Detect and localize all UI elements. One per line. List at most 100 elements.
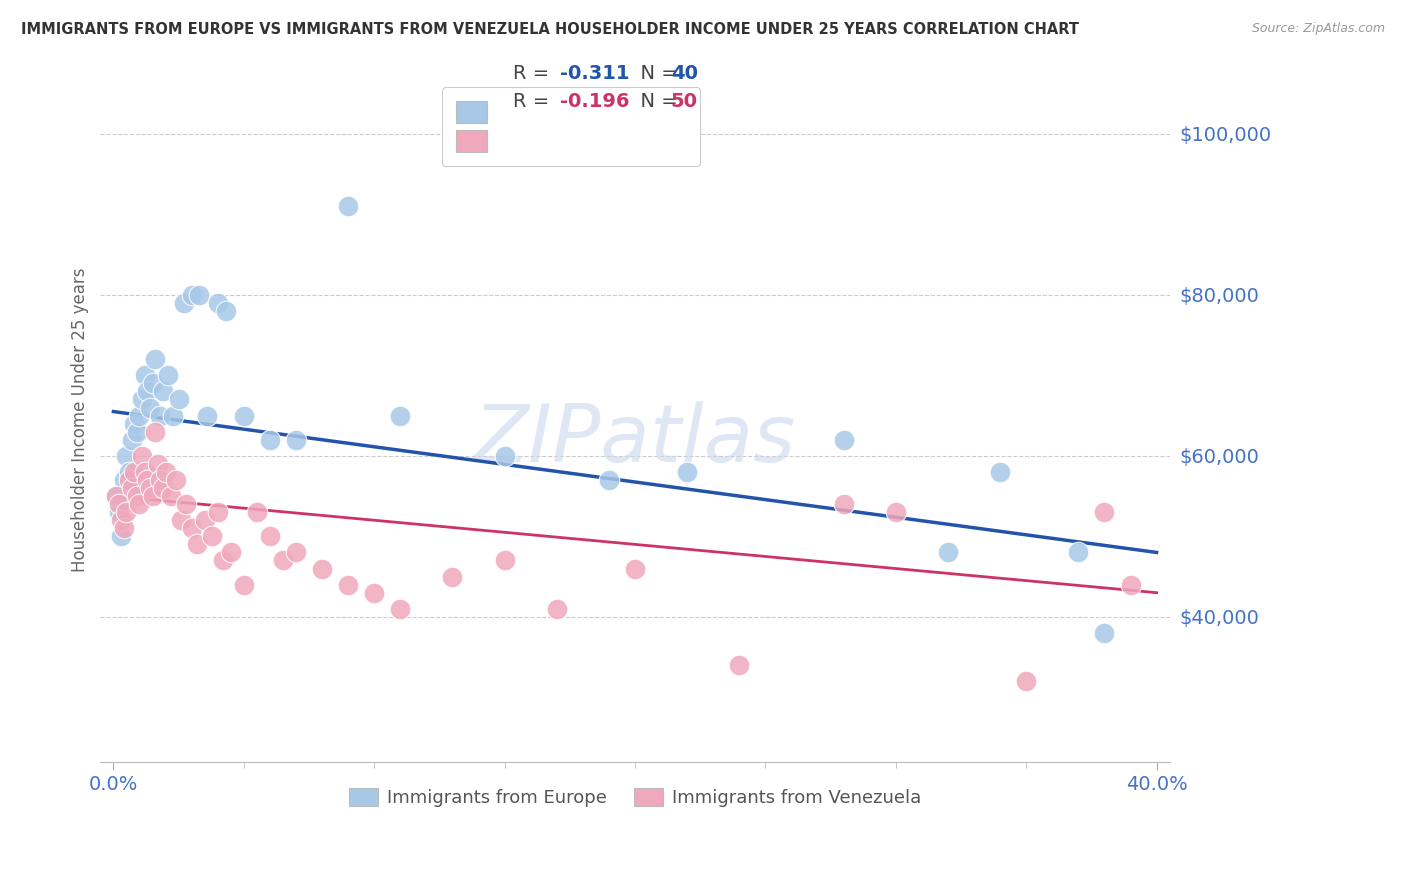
Point bbox=[115, 505, 138, 519]
Point bbox=[624, 561, 647, 575]
Point bbox=[157, 368, 180, 383]
Point bbox=[212, 553, 235, 567]
Point bbox=[136, 384, 159, 399]
Point bbox=[284, 433, 307, 447]
Point bbox=[110, 529, 132, 543]
Point bbox=[141, 489, 163, 503]
Point bbox=[143, 352, 166, 367]
Point bbox=[143, 425, 166, 439]
Point bbox=[105, 489, 128, 503]
Point bbox=[1119, 577, 1142, 591]
Text: R =: R = bbox=[513, 92, 555, 112]
Point bbox=[1094, 626, 1116, 640]
Point bbox=[121, 481, 143, 495]
Point bbox=[134, 465, 156, 479]
Point bbox=[546, 602, 568, 616]
Point bbox=[162, 409, 184, 423]
Point bbox=[337, 199, 360, 213]
Point bbox=[110, 513, 132, 527]
Point bbox=[180, 288, 202, 302]
Point bbox=[884, 505, 907, 519]
Point bbox=[128, 497, 150, 511]
Text: -0.311: -0.311 bbox=[560, 63, 628, 83]
Point bbox=[195, 409, 218, 423]
Point bbox=[194, 513, 217, 527]
Point bbox=[131, 392, 153, 407]
Point bbox=[232, 409, 254, 423]
Point bbox=[170, 513, 193, 527]
Point bbox=[936, 545, 959, 559]
Text: -0.196: -0.196 bbox=[560, 92, 628, 112]
Point bbox=[139, 481, 162, 495]
Point bbox=[141, 376, 163, 391]
Point bbox=[441, 569, 464, 583]
Point bbox=[131, 449, 153, 463]
Point bbox=[676, 465, 699, 479]
Point bbox=[207, 505, 229, 519]
Point bbox=[1067, 545, 1090, 559]
Point bbox=[152, 481, 174, 495]
Point bbox=[271, 553, 294, 567]
Point bbox=[122, 465, 145, 479]
Point bbox=[207, 296, 229, 310]
Point bbox=[118, 473, 141, 487]
Point bbox=[155, 465, 177, 479]
Point bbox=[134, 368, 156, 383]
Point bbox=[149, 409, 172, 423]
Point bbox=[832, 433, 855, 447]
Point bbox=[832, 497, 855, 511]
Point bbox=[159, 489, 181, 503]
Point bbox=[139, 401, 162, 415]
Point bbox=[107, 497, 129, 511]
Point bbox=[363, 585, 385, 599]
Point bbox=[188, 288, 211, 302]
Text: IMMIGRANTS FROM EUROPE VS IMMIGRANTS FROM VENEZUELA HOUSEHOLDER INCOME UNDER 25 : IMMIGRANTS FROM EUROPE VS IMMIGRANTS FRO… bbox=[21, 22, 1078, 37]
Point bbox=[284, 545, 307, 559]
Point bbox=[112, 473, 135, 487]
Point bbox=[598, 473, 620, 487]
Point bbox=[136, 473, 159, 487]
Point bbox=[173, 296, 195, 310]
Point bbox=[122, 417, 145, 431]
Point bbox=[988, 465, 1011, 479]
Point bbox=[107, 505, 129, 519]
Point bbox=[311, 561, 333, 575]
Point bbox=[115, 449, 138, 463]
Point bbox=[1015, 674, 1038, 689]
Point bbox=[494, 449, 516, 463]
Point bbox=[118, 465, 141, 479]
Point bbox=[167, 392, 190, 407]
Point bbox=[728, 658, 751, 673]
Text: ZIPatlas: ZIPatlas bbox=[474, 401, 796, 479]
Point bbox=[125, 425, 148, 439]
Point bbox=[165, 473, 187, 487]
Point bbox=[125, 489, 148, 503]
Point bbox=[246, 505, 269, 519]
Point bbox=[121, 433, 143, 447]
Point bbox=[219, 545, 242, 559]
Point bbox=[214, 304, 236, 318]
Point bbox=[149, 473, 172, 487]
Text: R =: R = bbox=[513, 63, 555, 83]
Text: N =: N = bbox=[628, 63, 685, 83]
Text: Source: ZipAtlas.com: Source: ZipAtlas.com bbox=[1251, 22, 1385, 36]
Point bbox=[128, 409, 150, 423]
Text: 50: 50 bbox=[671, 92, 697, 112]
Text: 40: 40 bbox=[671, 63, 697, 83]
Legend: Immigrants from Europe, Immigrants from Venezuela: Immigrants from Europe, Immigrants from … bbox=[342, 780, 928, 814]
Point bbox=[259, 529, 281, 543]
Point bbox=[389, 409, 412, 423]
Point bbox=[494, 553, 516, 567]
Y-axis label: Householder Income Under 25 years: Householder Income Under 25 years bbox=[72, 268, 89, 572]
Point bbox=[201, 529, 224, 543]
Point bbox=[1094, 505, 1116, 519]
Point bbox=[146, 457, 169, 471]
Point bbox=[186, 537, 208, 551]
Point bbox=[152, 384, 174, 399]
Point bbox=[389, 602, 412, 616]
Text: N =: N = bbox=[628, 92, 685, 112]
Point bbox=[180, 521, 202, 535]
Point bbox=[176, 497, 198, 511]
Point bbox=[105, 489, 128, 503]
Point bbox=[112, 521, 135, 535]
